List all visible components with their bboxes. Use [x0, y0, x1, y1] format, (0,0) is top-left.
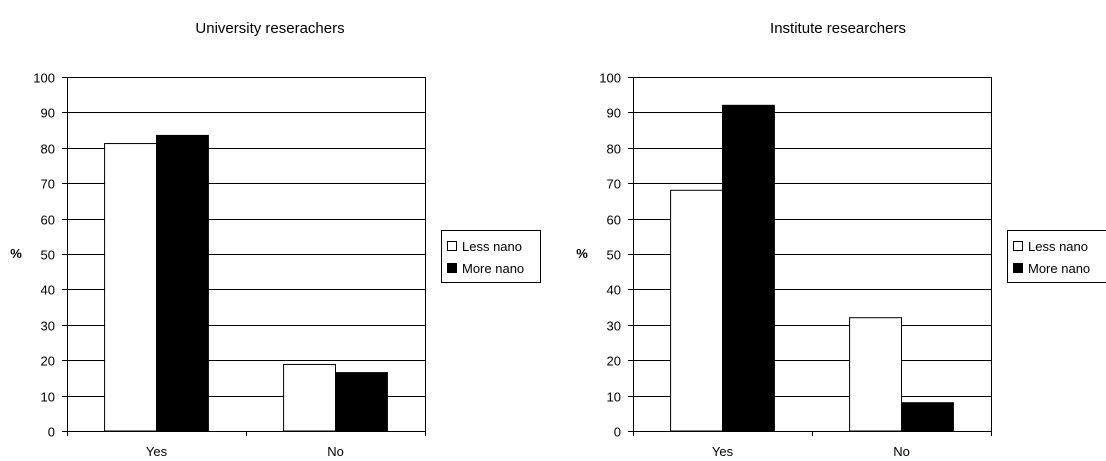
y-tick-label: 10 [41, 390, 55, 405]
y-tick-label: 20 [607, 354, 621, 369]
x-tick-label: No [893, 444, 910, 459]
y-tick-label: 40 [41, 283, 55, 298]
y-axis-label: % [10, 246, 22, 261]
chart-title: Institute researchers [770, 20, 906, 37]
y-tick-label: 50 [607, 248, 621, 263]
y-tick-label: 100 [33, 71, 55, 86]
legend-label: Less nano [462, 239, 522, 254]
y-tick-label: 100 [599, 71, 621, 86]
bar-more-nano-no [901, 402, 954, 432]
bar-less-nano-yes [670, 189, 724, 432]
chart-title: University reserachers [195, 20, 344, 37]
legend-label: Less nano [1028, 239, 1088, 254]
bar-less-nano-no [283, 363, 336, 432]
y-tick-label: 0 [48, 425, 55, 440]
chart-institute: Institute researchers% 0 10 20 30 40 50 60 70 80 9… [576, 20, 1106, 459]
legend-label: More nano [1028, 261, 1090, 276]
bar-less-nano-yes [104, 143, 157, 432]
y-tick-label: 60 [41, 213, 55, 228]
legend-box [441, 230, 541, 283]
bar-more-nano-yes [156, 134, 209, 432]
y-tick-label: 50 [41, 248, 55, 263]
y-tick-label: 40 [607, 283, 621, 298]
legend-label: More nano [462, 261, 524, 276]
chart-university: University reserachers% 0 10 20 30 40 50 60 70 80… [10, 20, 541, 459]
y-tick-label: 0 [614, 425, 621, 440]
legend-swatch-less-nano [1013, 241, 1023, 251]
y-tick-label: 70 [607, 177, 621, 192]
legend-box [1007, 230, 1106, 283]
y-tick-label: 10 [607, 390, 621, 405]
legend-swatch-less-nano [447, 241, 457, 251]
y-tick-label: 70 [41, 177, 55, 192]
legend-swatch-more-nano [447, 263, 457, 273]
y-axis-label: % [576, 246, 588, 261]
legend-swatch-more-nano [1013, 263, 1023, 273]
x-tick-label: No [327, 444, 344, 459]
x-tick-label: Yes [146, 444, 168, 459]
bar-more-nano-no [335, 372, 388, 432]
bar-less-nano-no [849, 317, 903, 432]
y-tick-label: 80 [607, 142, 621, 157]
x-tick-label: Yes [712, 444, 734, 459]
y-tick-label: 80 [41, 142, 55, 157]
y-tick-label: 90 [607, 106, 621, 121]
bar-more-nano-yes [722, 104, 775, 432]
y-tick-label: 20 [41, 354, 55, 369]
y-tick-label: 90 [41, 106, 55, 121]
y-tick-label: 30 [41, 319, 55, 334]
y-tick-label: 60 [607, 213, 621, 228]
y-tick-label: 30 [607, 319, 621, 334]
